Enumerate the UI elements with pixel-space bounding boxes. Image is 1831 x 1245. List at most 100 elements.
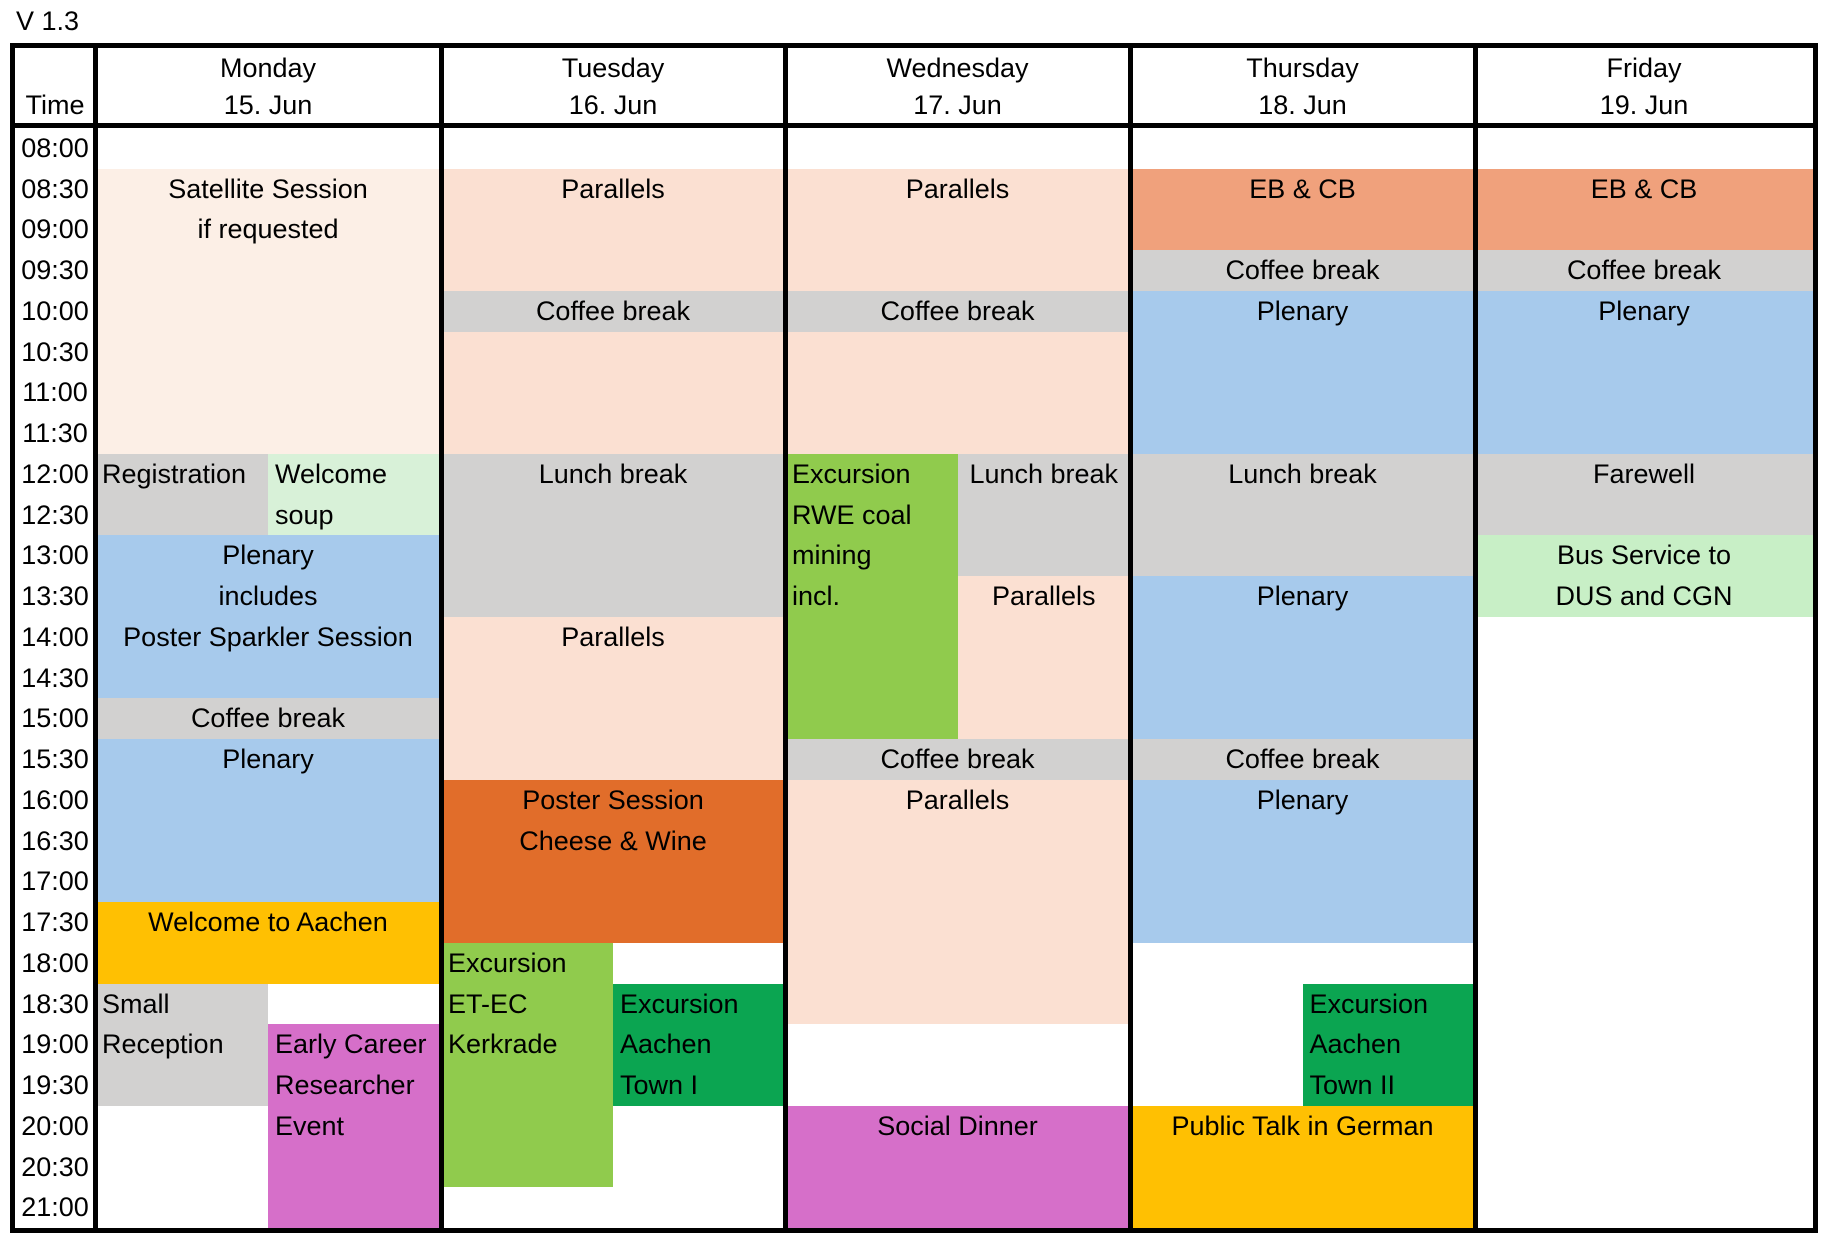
event-tue-parallels-afternoon: Parallels bbox=[441, 616, 785, 780]
event-mon-registration: Registration bbox=[95, 453, 268, 536]
event-mon-plenary-poster-sparkler: Plenary includes Poster Sparkler Session bbox=[95, 535, 441, 699]
table-border-line bbox=[10, 1228, 1818, 1233]
time-label: 17:00 bbox=[21, 866, 89, 897]
day-header-name-tuesday: Tuesday bbox=[561, 53, 665, 83]
day-header-date-thursday: 18. Jun bbox=[1258, 90, 1347, 120]
time-label: 09:00 bbox=[21, 214, 89, 245]
event-line: Coffee break bbox=[190, 703, 346, 734]
event-line: Coffee break bbox=[880, 744, 1035, 775]
event-line: Plenary bbox=[1598, 295, 1690, 326]
event-line: Aachen bbox=[620, 1029, 712, 1060]
event-line: Coffee break bbox=[1566, 255, 1722, 286]
event-line: includes bbox=[218, 581, 318, 612]
event-fri-farewell: Farewell bbox=[1475, 453, 1813, 536]
event-line: Poster Sparkler Session bbox=[123, 621, 413, 652]
event-line: Lunch break bbox=[1228, 458, 1377, 489]
event-line: Coffee break bbox=[1225, 255, 1380, 286]
time-label: 09:30 bbox=[21, 255, 89, 286]
time-label: 20:00 bbox=[21, 1110, 89, 1141]
table-border-line bbox=[783, 43, 788, 1233]
time-label: 08:30 bbox=[21, 173, 89, 204]
event-tue-coffee-break: Coffee break bbox=[441, 290, 785, 332]
time-label: 19:30 bbox=[21, 1070, 89, 1101]
event-thu-public-talk: Public Talk in German bbox=[1130, 1105, 1475, 1228]
time-label: 12:00 bbox=[21, 458, 89, 489]
event-line: soup bbox=[275, 499, 334, 530]
event-thu-plenary-morning: Plenary bbox=[1130, 290, 1475, 454]
event-thu-eb-cb: EB & CB bbox=[1130, 168, 1475, 251]
event-line: Parallels bbox=[561, 621, 665, 652]
time-label: 13:30 bbox=[21, 581, 89, 612]
time-label: 21:00 bbox=[21, 1192, 89, 1223]
event-mon-coffee-break: Coffee break bbox=[95, 698, 441, 740]
event-line: Welcome bbox=[275, 458, 388, 489]
event-line: Parallels bbox=[561, 173, 665, 204]
table-border-line bbox=[93, 43, 98, 1233]
event-line: Parallels bbox=[991, 581, 1096, 612]
event-line: Lunch break bbox=[538, 458, 688, 489]
event-wed-lunch-break: Lunch break bbox=[957, 453, 1130, 577]
event-tue-poster-session: Poster Session Cheese & Wine bbox=[441, 779, 785, 943]
version-label: V 1.3 bbox=[16, 6, 80, 36]
event-fri-plenary-morning: Plenary bbox=[1475, 290, 1813, 454]
table-border-line bbox=[10, 123, 1818, 128]
event-tue-lunch-break: Lunch break bbox=[441, 453, 785, 617]
event-tue-excursion-aachen-town-1: Excursion Aachen Town I bbox=[613, 983, 785, 1106]
time-label: 13:00 bbox=[21, 540, 89, 571]
time-label: 20:30 bbox=[21, 1151, 89, 1182]
event-thu-plenary-early-pm: Plenary bbox=[1130, 576, 1475, 740]
event-fri-bus-service: Bus Service to DUS and CGN bbox=[1475, 535, 1813, 617]
event-line: Event bbox=[275, 1110, 345, 1141]
time-label: 11:30 bbox=[22, 418, 88, 449]
time-label: 11:00 bbox=[22, 377, 88, 408]
event-mon-satellite-session: Satellite Session if requested bbox=[95, 168, 441, 454]
day-header-date-tuesday: 16. Jun bbox=[568, 90, 658, 120]
event-line: Excursion bbox=[448, 947, 567, 978]
event-line: Researcher bbox=[275, 1070, 415, 1101]
event-line: Satellite Session bbox=[168, 173, 368, 204]
table-border-line bbox=[10, 43, 15, 1233]
day-header-name-wednesday: Wednesday bbox=[886, 53, 1029, 83]
event-thu-coffee-break-2: Coffee break bbox=[1130, 739, 1475, 780]
event-wed-parallels-late-morning bbox=[785, 331, 1130, 454]
event-line: Plenary bbox=[222, 744, 314, 775]
table-border-line bbox=[1813, 43, 1818, 1233]
event-line: EB & CB bbox=[1590, 173, 1698, 204]
event-mon-welcome-to-aachen: Welcome to Aachen bbox=[95, 902, 441, 984]
event-line: Coffee break bbox=[880, 295, 1035, 326]
event-line: Poster Session bbox=[522, 784, 704, 815]
event-wed-parallels-early-pm: Parallels bbox=[957, 576, 1130, 740]
event-tue-parallels-late-morning bbox=[441, 331, 785, 454]
event-line: Town I bbox=[620, 1070, 699, 1101]
time-label: 14:00 bbox=[21, 621, 89, 652]
event-tue-parallels-morning: Parallels bbox=[441, 168, 785, 291]
event-wed-social-dinner: Social Dinner bbox=[785, 1105, 1130, 1228]
event-line: Excursion bbox=[1309, 988, 1429, 1019]
event-line: Plenary bbox=[1256, 295, 1349, 326]
event-thu-plenary-late-pm: Plenary bbox=[1130, 779, 1475, 943]
time-label: 14:30 bbox=[21, 662, 89, 693]
event-line: Aachen bbox=[1309, 1029, 1402, 1060]
event-mon-welcome-soup: Welcome soup bbox=[268, 453, 441, 536]
event-line: Coffee break bbox=[1225, 744, 1380, 775]
event-mon-small-reception: Small Reception bbox=[95, 983, 268, 1106]
event-thu-coffee-break-1: Coffee break bbox=[1130, 250, 1475, 291]
day-header-date-wednesday: 17. Jun bbox=[913, 90, 1002, 120]
time-label: 16:00 bbox=[21, 784, 89, 815]
day-header-date-friday: 19. Jun bbox=[1599, 90, 1689, 120]
time-label: 15:00 bbox=[21, 703, 89, 734]
time-header-label: Time bbox=[25, 90, 85, 120]
event-line: Reception bbox=[102, 1029, 224, 1060]
event-line: Parallels bbox=[905, 173, 1010, 204]
event-line: Excursion bbox=[792, 458, 911, 489]
event-line: Plenary bbox=[222, 540, 314, 571]
event-thu-lunch-break: Lunch break bbox=[1130, 453, 1475, 577]
event-mon-plenary-afternoon: Plenary bbox=[95, 739, 441, 903]
event-line: Plenary bbox=[1256, 784, 1349, 815]
day-header-name-thursday: Thursday bbox=[1246, 53, 1359, 83]
event-line: Town II bbox=[1309, 1070, 1396, 1101]
event-line: Farewell bbox=[1592, 458, 1696, 489]
time-label: 10:30 bbox=[21, 336, 89, 367]
